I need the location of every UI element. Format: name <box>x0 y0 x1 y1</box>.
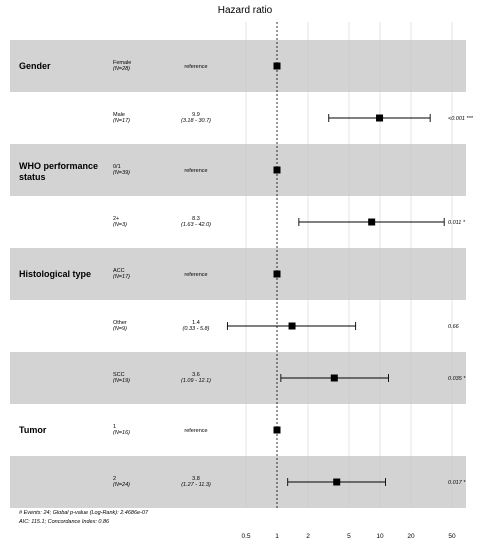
level-count: (N=19) <box>113 378 130 384</box>
estimate-marker <box>288 322 296 330</box>
estimate-marker <box>368 218 376 226</box>
estimate-marker <box>273 270 281 278</box>
confidence-interval: (3.18 - 30.7) <box>181 118 211 124</box>
level-label: SCC <box>113 372 125 378</box>
estimate-marker <box>330 374 338 382</box>
variable-name: WHO performance status <box>19 161 98 182</box>
hazard-ratio-value: 8.3 <box>192 216 200 222</box>
level-count: (N=3) <box>113 222 127 228</box>
p-value: <0.001 *** <box>448 116 474 122</box>
level-label: 2+ <box>113 216 119 222</box>
confidence-interval: (0.33 - 5.8) <box>183 326 210 332</box>
footnote-events: # Events: 24; Global p-value (Log-Rank):… <box>19 510 149 516</box>
reference-label: reference <box>184 428 207 434</box>
level-count: (N=9) <box>113 326 127 332</box>
x-tick-label: 1 <box>275 533 279 540</box>
x-axis-ticks: 0.5 1 2 5 10 20 50 <box>241 533 456 540</box>
variable-name: Histological type <box>19 269 91 279</box>
level-count: (N=17) <box>113 274 130 280</box>
hazard-ratio-value: 1.4 <box>192 320 200 326</box>
level-count: (N=24) <box>113 482 130 488</box>
variable-name: Gender <box>19 61 51 71</box>
row-band <box>10 144 466 196</box>
level-label: Female <box>113 60 131 66</box>
level-label: ACC <box>113 268 125 274</box>
level-count: (N=16) <box>113 430 130 436</box>
level-count: (N=28) <box>113 66 130 72</box>
table-rows: Gender Female(N=28) referenceMale(N=17)9.9… <box>19 60 474 488</box>
row-band <box>10 352 466 404</box>
estimate-marks <box>226 62 445 486</box>
level-label: 0/1 <box>113 164 121 170</box>
row-band <box>10 40 466 92</box>
x-tick-label: 2 <box>306 533 310 540</box>
reference-label: reference <box>184 168 207 174</box>
confidence-interval: (1.63 - 42.0) <box>181 222 211 228</box>
p-value: 0.011 * <box>448 220 466 226</box>
p-value: 0.66 <box>448 324 460 330</box>
row-band <box>10 248 466 300</box>
x-tick-label: 20 <box>407 533 415 540</box>
hazard-ratio-value: 9.9 <box>192 112 200 118</box>
x-tick-label: 0.5 <box>241 533 250 540</box>
level-label: 2 <box>113 476 116 482</box>
row-band <box>10 456 466 508</box>
chart-title: Hazard ratio <box>218 5 273 16</box>
level-count: (N=39) <box>113 170 130 176</box>
level-count: (N=17) <box>113 118 130 124</box>
estimate-marker <box>273 166 281 174</box>
p-value: 0.035 * <box>448 376 466 382</box>
estimate-marker <box>273 426 281 434</box>
estimate-marker <box>376 114 384 122</box>
reference-label: reference <box>184 272 207 278</box>
hazard-ratio-value: 3.8 <box>192 476 200 482</box>
estimate-marker <box>273 62 281 70</box>
hazard-ratio-value: 3.6 <box>192 372 200 378</box>
x-tick-label: 10 <box>376 533 384 540</box>
confidence-interval: (1.27 - 11.3) <box>181 482 211 488</box>
footnote-aic: AIC: 115.1; Concordance Index: 0.86 <box>18 519 110 525</box>
level-label: 1 <box>113 424 116 430</box>
p-value: 0.017 * <box>448 480 466 486</box>
x-tick-label: 50 <box>448 533 456 540</box>
row-bands <box>10 40 466 508</box>
confidence-interval: (1.09 - 12.1) <box>181 378 211 384</box>
x-tick-label: 5 <box>347 533 351 540</box>
reference-label: reference <box>184 64 207 70</box>
level-label: Male <box>113 112 125 118</box>
variable-name: Tumor <box>19 425 47 435</box>
level-label: Other <box>113 320 127 326</box>
estimate-marker <box>333 478 341 486</box>
